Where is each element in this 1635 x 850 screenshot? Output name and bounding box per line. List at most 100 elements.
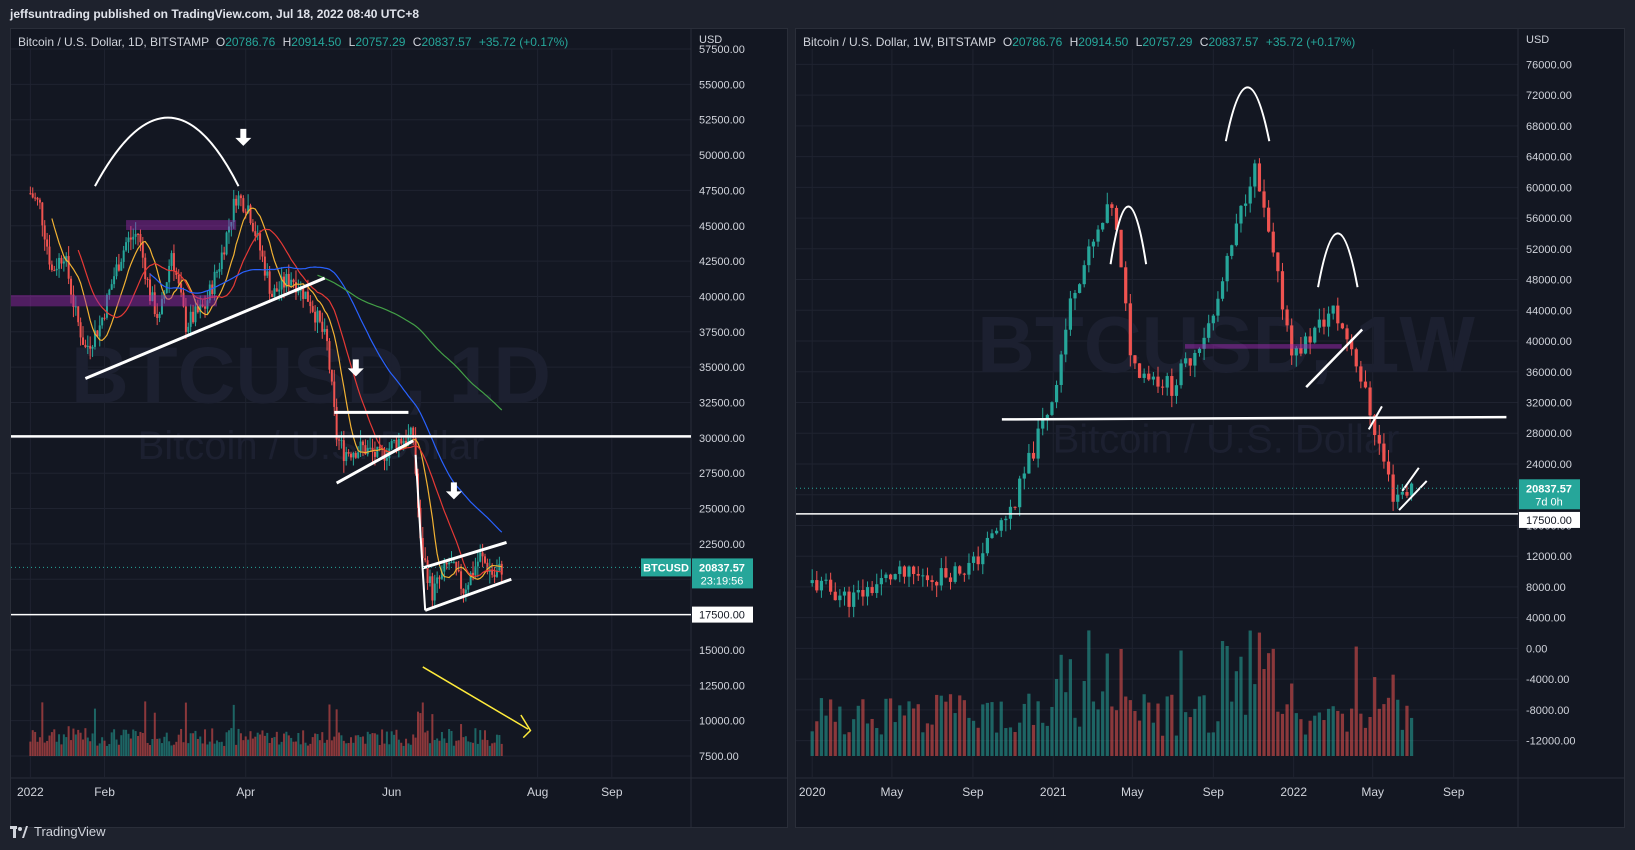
candle-body — [450, 562, 453, 564]
candle-body — [160, 298, 163, 314]
volume-bar — [1243, 714, 1248, 756]
candle-body — [967, 562, 971, 575]
volume-bar — [199, 736, 202, 756]
candle-body — [1160, 386, 1165, 388]
y-tick-label: 56000.00 — [1526, 213, 1572, 225]
volume-bar — [321, 732, 324, 756]
volume-bar — [393, 734, 396, 756]
candle-body — [304, 291, 307, 299]
candle-body — [321, 321, 324, 332]
candle-body — [235, 198, 238, 206]
volume-bar — [1336, 710, 1340, 756]
candle-body — [50, 264, 53, 271]
candle-body — [271, 293, 274, 298]
candle-body — [208, 284, 211, 301]
volume-bar — [1004, 728, 1008, 756]
chart-panel-daily[interactable]: 57500.00 55000.00 52500.00 50000.00 47500.00… — [10, 28, 788, 828]
candle-body — [82, 337, 84, 345]
volume-bar — [1197, 696, 1202, 756]
candle-body — [34, 197, 37, 199]
candle-body — [455, 561, 458, 570]
candle-body — [948, 577, 953, 582]
volume-bar — [168, 741, 171, 756]
volume-bar — [438, 740, 441, 756]
candle-body — [261, 250, 264, 257]
volume-bar — [304, 742, 307, 756]
candle-body — [412, 427, 415, 439]
volume-bar — [122, 729, 125, 756]
volume-bar — [1170, 694, 1174, 756]
candle-body — [328, 341, 331, 370]
candle-body — [1142, 373, 1146, 378]
volume-bar — [1322, 720, 1326, 756]
candle-body — [122, 250, 125, 262]
y-tick-label: 40000.00 — [699, 291, 745, 303]
volume-bar — [103, 740, 106, 756]
candle-body — [385, 457, 388, 461]
volume-bar — [1313, 715, 1317, 756]
candle-body — [1257, 163, 1262, 192]
y-tick-label: 0.00 — [1526, 643, 1547, 655]
volume-bar — [1179, 650, 1183, 756]
volume-bar — [96, 745, 99, 756]
volume-bar — [1257, 632, 1262, 756]
volume-bar — [1290, 683, 1294, 756]
volume-bar — [1087, 630, 1091, 756]
candle-body — [280, 276, 283, 290]
y-tick-label: 12500.00 — [699, 680, 745, 692]
volume-bar — [912, 708, 916, 756]
chart-panel-weekly[interactable]: 76000.00 72000.00 68000.00 64000.00 60000.00… — [795, 28, 1625, 828]
candle-body — [448, 562, 451, 565]
candle-body — [939, 568, 943, 586]
volume-bar — [838, 706, 842, 756]
volume-bar — [1220, 641, 1225, 756]
volume-bar — [237, 728, 240, 756]
volume-bar — [50, 732, 53, 756]
volume-bar — [58, 734, 61, 756]
candle-body — [144, 257, 147, 280]
y-tick-label: 30000.00 — [699, 433, 745, 445]
weekly-chart-canvas[interactable]: 76000.00 72000.00 68000.00 64000.00 60000.00… — [796, 29, 1625, 828]
candle-body — [352, 453, 355, 458]
candle-body — [232, 198, 235, 223]
candle-body — [318, 310, 321, 322]
volume-bar — [856, 705, 860, 756]
volume-bar — [990, 702, 994, 756]
candle-body — [893, 574, 897, 580]
wedge-bottom-line — [1398, 480, 1428, 511]
volume-bar — [1165, 696, 1169, 756]
y-tick-label: -12000.00 — [1526, 736, 1576, 748]
volume-bar — [43, 742, 46, 756]
candle-body — [1133, 355, 1137, 364]
volume-bar — [1359, 713, 1363, 756]
x-tick-label: May — [1121, 785, 1144, 799]
candle-body — [1225, 255, 1229, 282]
volume-bar — [417, 711, 419, 756]
volume-bar — [36, 741, 39, 756]
candle-body — [251, 223, 254, 232]
volume-bar — [254, 736, 257, 756]
volume-bar — [299, 744, 302, 756]
candle-body — [852, 592, 856, 607]
candle-body — [41, 202, 44, 226]
candle-body — [223, 252, 226, 255]
volume-bar — [292, 741, 295, 756]
volume-bar — [86, 737, 89, 756]
candle-body — [1363, 381, 1368, 388]
volume-bar — [378, 744, 381, 756]
volume-bar — [971, 720, 976, 756]
wedge-top-line — [1401, 467, 1420, 492]
candle-body — [1170, 376, 1174, 396]
volume-bar — [89, 741, 92, 756]
tradingview-logo[interactable]: TradingView — [10, 824, 106, 839]
y-tick-label: 24000.00 — [1526, 459, 1572, 471]
candle-body — [371, 447, 374, 452]
y-tick-label: 76000.00 — [1526, 59, 1572, 71]
volume-bar — [115, 739, 118, 756]
y-tick-label: 27500.00 — [699, 468, 745, 480]
candle-body — [1211, 315, 1215, 324]
candle-body — [366, 447, 369, 455]
candle-body — [847, 591, 851, 607]
daily-chart-canvas[interactable]: 57500.00 55000.00 52500.00 50000.00 47500.00… — [11, 29, 788, 828]
y-tick-label: -4000.00 — [1526, 674, 1569, 686]
